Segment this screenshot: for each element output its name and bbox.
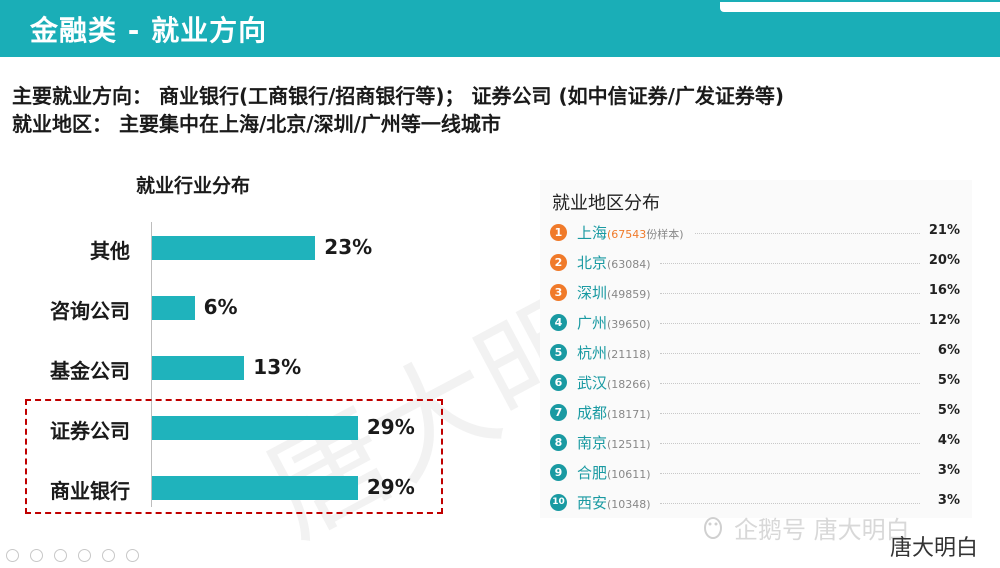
rank-badge: 9 [550,464,567,481]
sample-count: (21118) [607,348,651,361]
bar-category-label: 商业银行 [50,479,130,503]
region-percent: 5% [937,373,960,388]
region-row: 1 上海(67543份样本) 21% [550,222,960,246]
bar-category-label: 咨询公司 [50,299,130,323]
bar [152,356,245,380]
leader-dots [660,293,920,294]
forward-icon[interactable] [30,549,44,562]
penguin-icon [704,517,722,539]
leader-dots [660,383,920,384]
rank-badge: 4 [550,314,567,331]
bar-category-label: 基金公司 [50,359,130,383]
pen-icon[interactable] [54,549,68,562]
region-row: 5 杭州(21118) 6% [550,342,960,366]
author-signature: 唐大明白 [890,536,979,561]
city-name: 西安(10348) [577,494,651,512]
region-row: 9 合肥(10611) 3% [550,462,960,486]
sample-count: (18171) [607,408,651,421]
city-name: 广州(39650) [577,314,651,332]
leader-dots [660,503,920,504]
bar-category-label: 其他 [90,239,130,263]
rank-badge: 5 [550,344,567,361]
direction-line: 主要就业方向： 商业银行(工商银行/招商银行等)； 证券公司 (如中信证券/广发… [12,84,785,108]
bar [152,416,358,440]
city-name: 武汉(18266) [577,374,651,392]
region-panel [540,180,972,518]
region-percent: 16% [928,283,960,298]
page-title: 金融类 - 就业方向 [30,14,268,47]
highlight-box [25,399,443,514]
rank-badge: 10 [550,494,567,511]
sample-count: (10611) [607,468,651,481]
more-icon[interactable] [126,549,140,562]
region-percent: 21% [928,223,960,238]
bar [152,236,316,260]
sample-count: (10348) [607,498,651,511]
bar [152,296,195,320]
region-row: 7 成都(18171) 5% [550,402,960,426]
bar-category-label: 证券公司 [50,419,130,443]
city-name: 成都(18171) [577,404,651,422]
slide-header: 金融类 - 就业方向 [0,0,1000,57]
rank-badge: 1 [550,224,567,241]
industry-chart-title: 就业行业分布 [136,175,251,197]
region-row: 10 西安(10348) 3% [550,492,960,516]
region-percent: 3% [937,463,960,478]
region-row: 6 武汉(18266) 5% [550,372,960,396]
bar-value-label: 29% [366,415,415,439]
rank-badge: 2 [550,254,567,271]
sample-count: (18266) [607,378,651,391]
bar-value-label: 13% [253,355,302,379]
city-name: 北京(63084) [577,254,651,272]
leader-dots [660,323,920,324]
region-row: 4 广州(39650) 12% [550,312,960,336]
zoom-icon[interactable] [102,549,116,562]
region-percent: 3% [937,493,960,508]
rank-badge: 7 [550,404,567,421]
rank-badge: 3 [550,284,567,301]
back-icon[interactable] [6,549,19,562]
sample-count: (63084) [607,258,651,271]
bar-value-label: 29% [366,475,415,499]
city-name: 合肥(10611) [577,464,651,482]
sample-count: (67543 [607,228,647,241]
region-percent: 6% [937,343,960,358]
sample-count: (12511) [607,438,651,451]
sample-count: (39650) [607,318,651,331]
bar-value-label: 23% [324,235,373,259]
region-row: 3 深圳(49859) 16% [550,282,960,306]
region-table-title: 就业地区分布 [552,193,660,214]
sample-unit: 份样本) [646,228,684,241]
city-name: 杭州(21118) [577,344,651,362]
leader-dots [660,263,920,264]
grid-icon[interactable] [78,549,92,562]
region-line: 就业地区： 主要集中在上海/北京/深圳/广州等一线城市 [12,112,501,136]
city-name: 上海(67543份样本) [577,224,684,242]
leader-dots [660,353,920,354]
region-percent: 5% [937,403,960,418]
region-percent: 12% [928,313,960,328]
city-name: 南京(12511) [577,434,651,452]
rank-badge: 8 [550,434,567,451]
bar [152,476,358,500]
leader-dots [660,443,920,444]
leader-dots [695,233,920,234]
header-tab-notch [720,2,1000,12]
city-name: 深圳(49859) [577,284,651,302]
bar-value-label: 6% [203,295,238,319]
leader-dots [660,473,920,474]
region-percent: 20% [928,253,960,268]
leader-dots [660,413,920,414]
industry-chart-axis [151,222,152,507]
region-percent: 4% [937,433,960,448]
rank-badge: 6 [550,374,567,391]
source-watermark: 企鹅号 唐大明白 [734,516,910,544]
region-row: 8 南京(12511) 4% [550,432,960,456]
region-row: 2 北京(63084) 20% [550,252,960,276]
slide-toolbar [6,545,145,562]
sample-count: (49859) [607,288,651,301]
